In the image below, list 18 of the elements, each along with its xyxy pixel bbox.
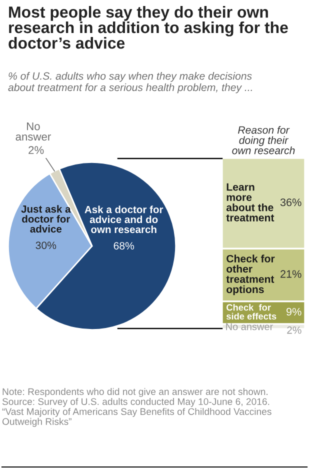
text: Note: Respondents who did not give an answer are not shown. Source: Survey of U.S. adults conducted May 10-June 6, 2016. “Vast Majority of Americans Say Benefits of Childhood Vaccines Outweigh Risks” xyxy=(2,388,272,427)
data-label: 36% xyxy=(280,198,302,206)
slice-label: Just ask a doctor for advice xyxy=(21,205,71,233)
series-label: Learn more about the treatment xyxy=(226,183,274,222)
series-label: Check for side effects xyxy=(226,304,276,320)
data-label: 68% xyxy=(114,242,134,250)
series-label: Check for other treatment options xyxy=(226,254,275,296)
data-label: 9% xyxy=(286,308,302,316)
slice-label: No answer xyxy=(16,122,51,141)
chart-subtitle: % of U.S. adults who say when they make decisions about treatment for a serious health problem, they ... xyxy=(8,72,252,94)
chart-title: Most people say they do their own research in addition to asking for the doctor’s advice xyxy=(8,6,288,49)
data-label: 21% xyxy=(280,270,302,278)
data-label: 2% xyxy=(287,326,302,334)
series-label: No answer xyxy=(226,323,273,330)
data-label: 30% xyxy=(36,242,56,250)
chart-title: Reason for doing their own research xyxy=(232,126,295,154)
slice-label: Ask a doctor for advice and do own research xyxy=(84,206,164,234)
data-label: 2% xyxy=(28,146,44,154)
